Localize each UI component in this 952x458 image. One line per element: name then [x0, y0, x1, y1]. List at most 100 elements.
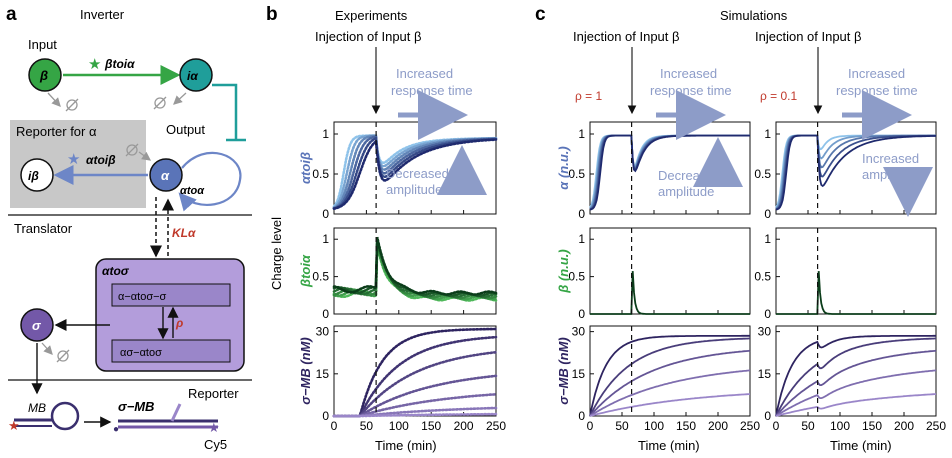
c-decreased-amplitude-2: amplitude: [658, 184, 714, 199]
b-mid-ytick-label: 1: [322, 232, 329, 246]
c2-bot-ytick-label: 0: [764, 409, 771, 423]
c2-mid-ytick-label: 1: [764, 232, 771, 246]
complex2-box: [111, 339, 231, 363]
c-increased-amplitude-2: amplitude: [862, 167, 918, 182]
c-increased-amplitude-1: Increased: [862, 151, 919, 166]
b-xlabel: Time (min): [375, 438, 437, 453]
b-top-frame: [333, 121, 497, 215]
b-mid-series: [332, 240, 498, 299]
c2-bot-xtick-label: 0: [773, 419, 780, 433]
c1-bot-ytick-label: 15: [572, 367, 586, 381]
b-top-ytick-label: 0.5: [312, 167, 329, 181]
b-bot-ytick-label: 15: [316, 367, 330, 381]
beta-node: [28, 58, 62, 92]
c2-bot-series: [775, 369, 937, 417]
c1-bot-series: [589, 334, 750, 417]
c1-mid-ytick-label: 0: [578, 307, 585, 321]
b-title-experiments: Experiments: [335, 8, 408, 23]
sigma-node: [20, 308, 54, 342]
degradation-alpha-in: [125, 143, 152, 161]
c1-bot-ytick-label: 0: [578, 409, 585, 423]
b-bot-xtick-label: 250: [486, 419, 506, 433]
complex1-label: α−αtoσ−σ: [118, 291, 167, 303]
b-decreased-amplitude-1: Decreased: [386, 166, 449, 181]
molecular-beacon: ★: [8, 401, 80, 433]
b-mid-ytick-label: 0.5: [312, 270, 329, 284]
c2-mid-frame: [775, 227, 937, 315]
c1-bot-ytick-label: 30: [572, 325, 586, 339]
b-charge-level-label: Charge level: [269, 217, 284, 290]
b-bot-series: [332, 412, 498, 418]
c2-bot-series: [775, 393, 936, 417]
axis-ylabel: σ−MB (nM): [556, 337, 571, 404]
cy5-label: Cy5: [204, 437, 227, 452]
c2-bot-ytick-label: 30: [758, 325, 772, 339]
mb-label: MB: [28, 401, 46, 415]
c2-top-ytick-label: 0: [764, 207, 771, 221]
alpha-node: [149, 158, 183, 192]
panel-c-label: c: [535, 4, 546, 25]
c2-top-ytick-label: 0.5: [754, 167, 771, 181]
c-decreased-amplitude-1: Decreased: [658, 168, 721, 183]
c2-bot-xtick-label: 100: [830, 419, 850, 433]
degradation-ialpha: [153, 92, 187, 110]
c-xlabel-2: Time (min): [830, 438, 892, 453]
c-injection-label-2: Injection of Input β: [755, 29, 862, 44]
c2-bot-xtick-label: 200: [894, 419, 914, 433]
b-mid-frame: [333, 227, 497, 315]
b-bot-ytick-label: 0: [322, 409, 329, 423]
c1-bot-series: [589, 337, 750, 417]
ibeta-node-label: iβ: [28, 169, 39, 183]
inverter-label: Inverter: [80, 7, 125, 22]
complex1-box: [111, 283, 231, 307]
c-xlabel-1: Time (min): [638, 438, 700, 453]
c-increased-response-time-2a: Increased: [848, 66, 905, 81]
c1-bot-series: [589, 349, 751, 417]
alpha-to-alpha-label: αtoα: [180, 185, 205, 197]
ibeta-node: [20, 158, 54, 192]
k-l-alpha-label: KLα: [172, 226, 196, 240]
degradation-sigma: [41, 342, 70, 363]
b-increased-response-time-2: response time: [391, 83, 473, 98]
svg-text:★: ★: [208, 420, 220, 435]
ialpha-node-label: iα: [187, 69, 198, 83]
c2-bot-ytick-label: 15: [758, 367, 772, 381]
b-top-ytick-label: 1: [322, 127, 329, 141]
sigma-mb-complex: ★ ●: [113, 403, 220, 435]
c2-bot-series: [775, 334, 936, 417]
b-bot-xtick-label: 0: [331, 419, 338, 433]
b-mid-ytick-label: 0: [322, 307, 329, 321]
b-mid-series: [332, 236, 498, 296]
axis-ylabel: βtoiα: [298, 254, 313, 288]
c-rho-2: ρ = 0.1: [760, 89, 798, 103]
c1-mid-ytick-label: 0.5: [568, 270, 585, 284]
ialpha-node: [179, 58, 213, 92]
reporter-label: Reporter: [188, 386, 239, 401]
c1-top-ytick-label: 1: [578, 127, 585, 141]
b-bot-xtick-label: 150: [421, 419, 441, 433]
c-injection-label-1: Injection of Input β: [573, 29, 680, 44]
c1-bot-xtick-label: 100: [644, 419, 664, 433]
b-bot-xtick-label: 100: [389, 419, 409, 433]
c-title: Simulations: [720, 8, 788, 23]
b-injection-label: Injection of Input β: [315, 29, 422, 44]
panel-a-label: a: [6, 4, 17, 25]
b-bot-ytick-label: 30: [316, 325, 330, 339]
beta-node-label: β: [39, 68, 48, 83]
c2-top-frame: [775, 121, 937, 215]
b-bot-xtick-label: 200: [454, 419, 474, 433]
output-label: Output: [166, 122, 205, 137]
c1-bot-xtick-label: 0: [587, 419, 594, 433]
b-top-series: [332, 138, 498, 210]
axis-ylabel: σ−MB (nM): [298, 337, 313, 404]
c2-mid-ytick-label: 0.5: [754, 270, 771, 284]
c1-bot-xtick-label: 250: [740, 419, 760, 433]
alpha-to-sigma-label: αtoσ: [102, 264, 130, 278]
svg-text:★: ★: [8, 418, 20, 433]
rho-label: ρ: [175, 316, 183, 330]
beta-to-ialpha-label: βtoiα: [104, 57, 135, 71]
alpha-autocatalysis-loop: [178, 151, 242, 212]
sigma-node-label: σ: [32, 318, 42, 333]
c-increased-response-time-1b: response time: [650, 83, 732, 98]
c1-bot-series: [589, 369, 751, 417]
